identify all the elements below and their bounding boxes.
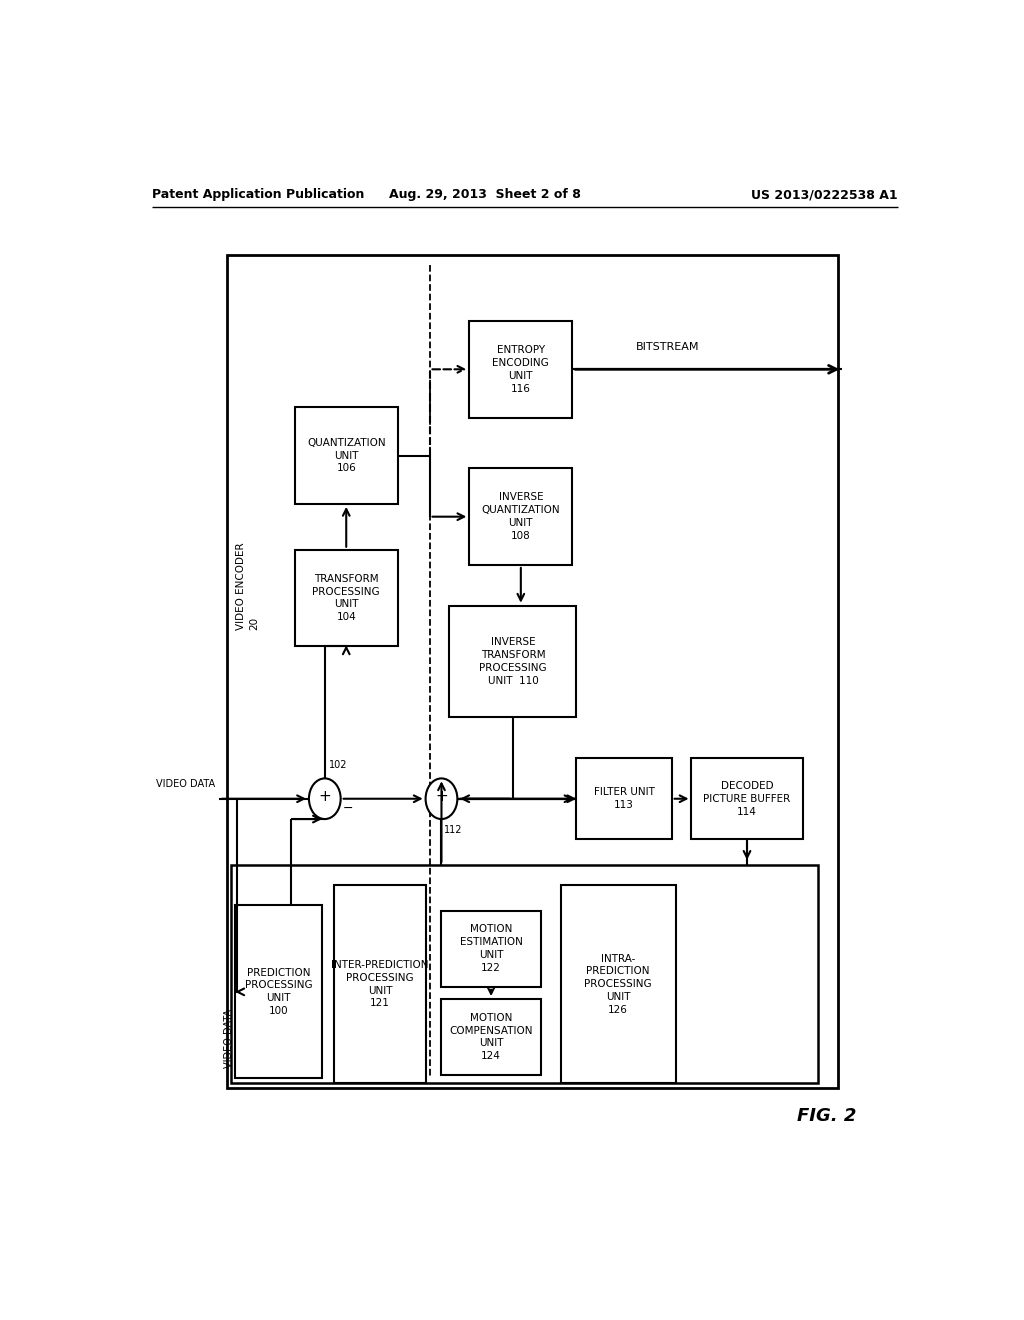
Text: 112: 112 [443,825,463,836]
Bar [295,549,397,647]
Text: +: + [435,789,447,804]
Bar [334,886,426,1084]
Bar [450,606,577,718]
Text: INVERSE
QUANTIZATION
UNIT
108: INVERSE QUANTIZATION UNIT 108 [481,492,560,541]
Bar [560,886,676,1084]
Text: DECODED
PICTURE BUFFER
114: DECODED PICTURE BUFFER 114 [703,781,791,817]
Text: INTER-PREDICTION
PROCESSING
UNIT
121: INTER-PREDICTION PROCESSING UNIT 121 [331,960,429,1008]
Text: MOTION
ESTIMATION
UNIT
122: MOTION ESTIMATION UNIT 122 [460,924,522,973]
Text: US 2013/0222538 A1: US 2013/0222538 A1 [752,189,898,202]
Bar [231,865,818,1084]
Bar [441,999,541,1076]
Text: INVERSE
TRANSFORM
PROCESSING
UNIT  110: INVERSE TRANSFORM PROCESSING UNIT 110 [479,638,547,685]
Text: VIDEO DATA: VIDEO DATA [157,779,215,788]
Circle shape [309,779,341,818]
Text: FIG. 2: FIG. 2 [797,1107,856,1125]
Bar [469,321,572,417]
Text: FILTER UNIT
113: FILTER UNIT 113 [594,787,654,810]
Text: 20: 20 [249,616,259,630]
Bar [227,255,839,1089]
Bar [441,911,541,987]
Text: VIDEO DATA: VIDEO DATA [224,1008,233,1068]
Text: Patent Application Publication: Patent Application Publication [152,189,365,202]
Text: MOTION
COMPENSATION
UNIT
124: MOTION COMPENSATION UNIT 124 [450,1012,532,1061]
Bar [236,906,323,1078]
Bar [295,408,397,504]
Bar [577,758,672,840]
Text: Aug. 29, 2013  Sheet 2 of 8: Aug. 29, 2013 Sheet 2 of 8 [389,189,581,202]
Bar [691,758,803,840]
Text: +: + [318,789,331,804]
Text: VIDEO ENCODER: VIDEO ENCODER [237,543,247,630]
Text: −: − [343,803,353,816]
Text: 102: 102 [329,760,347,771]
Text: PREDICTION
PROCESSING
UNIT
100: PREDICTION PROCESSING UNIT 100 [245,968,312,1016]
Text: ENTROPY
ENCODING
UNIT
116: ENTROPY ENCODING UNIT 116 [493,345,549,393]
Text: INTRA-
PREDICTION
PROCESSING
UNIT
126: INTRA- PREDICTION PROCESSING UNIT 126 [585,953,652,1015]
Text: TRANSFORM
PROCESSING
UNIT
104: TRANSFORM PROCESSING UNIT 104 [312,574,380,622]
Text: BITSTREAM: BITSTREAM [636,342,699,351]
Bar [469,469,572,565]
Circle shape [426,779,458,818]
Text: QUANTIZATION
UNIT
106: QUANTIZATION UNIT 106 [307,438,386,474]
